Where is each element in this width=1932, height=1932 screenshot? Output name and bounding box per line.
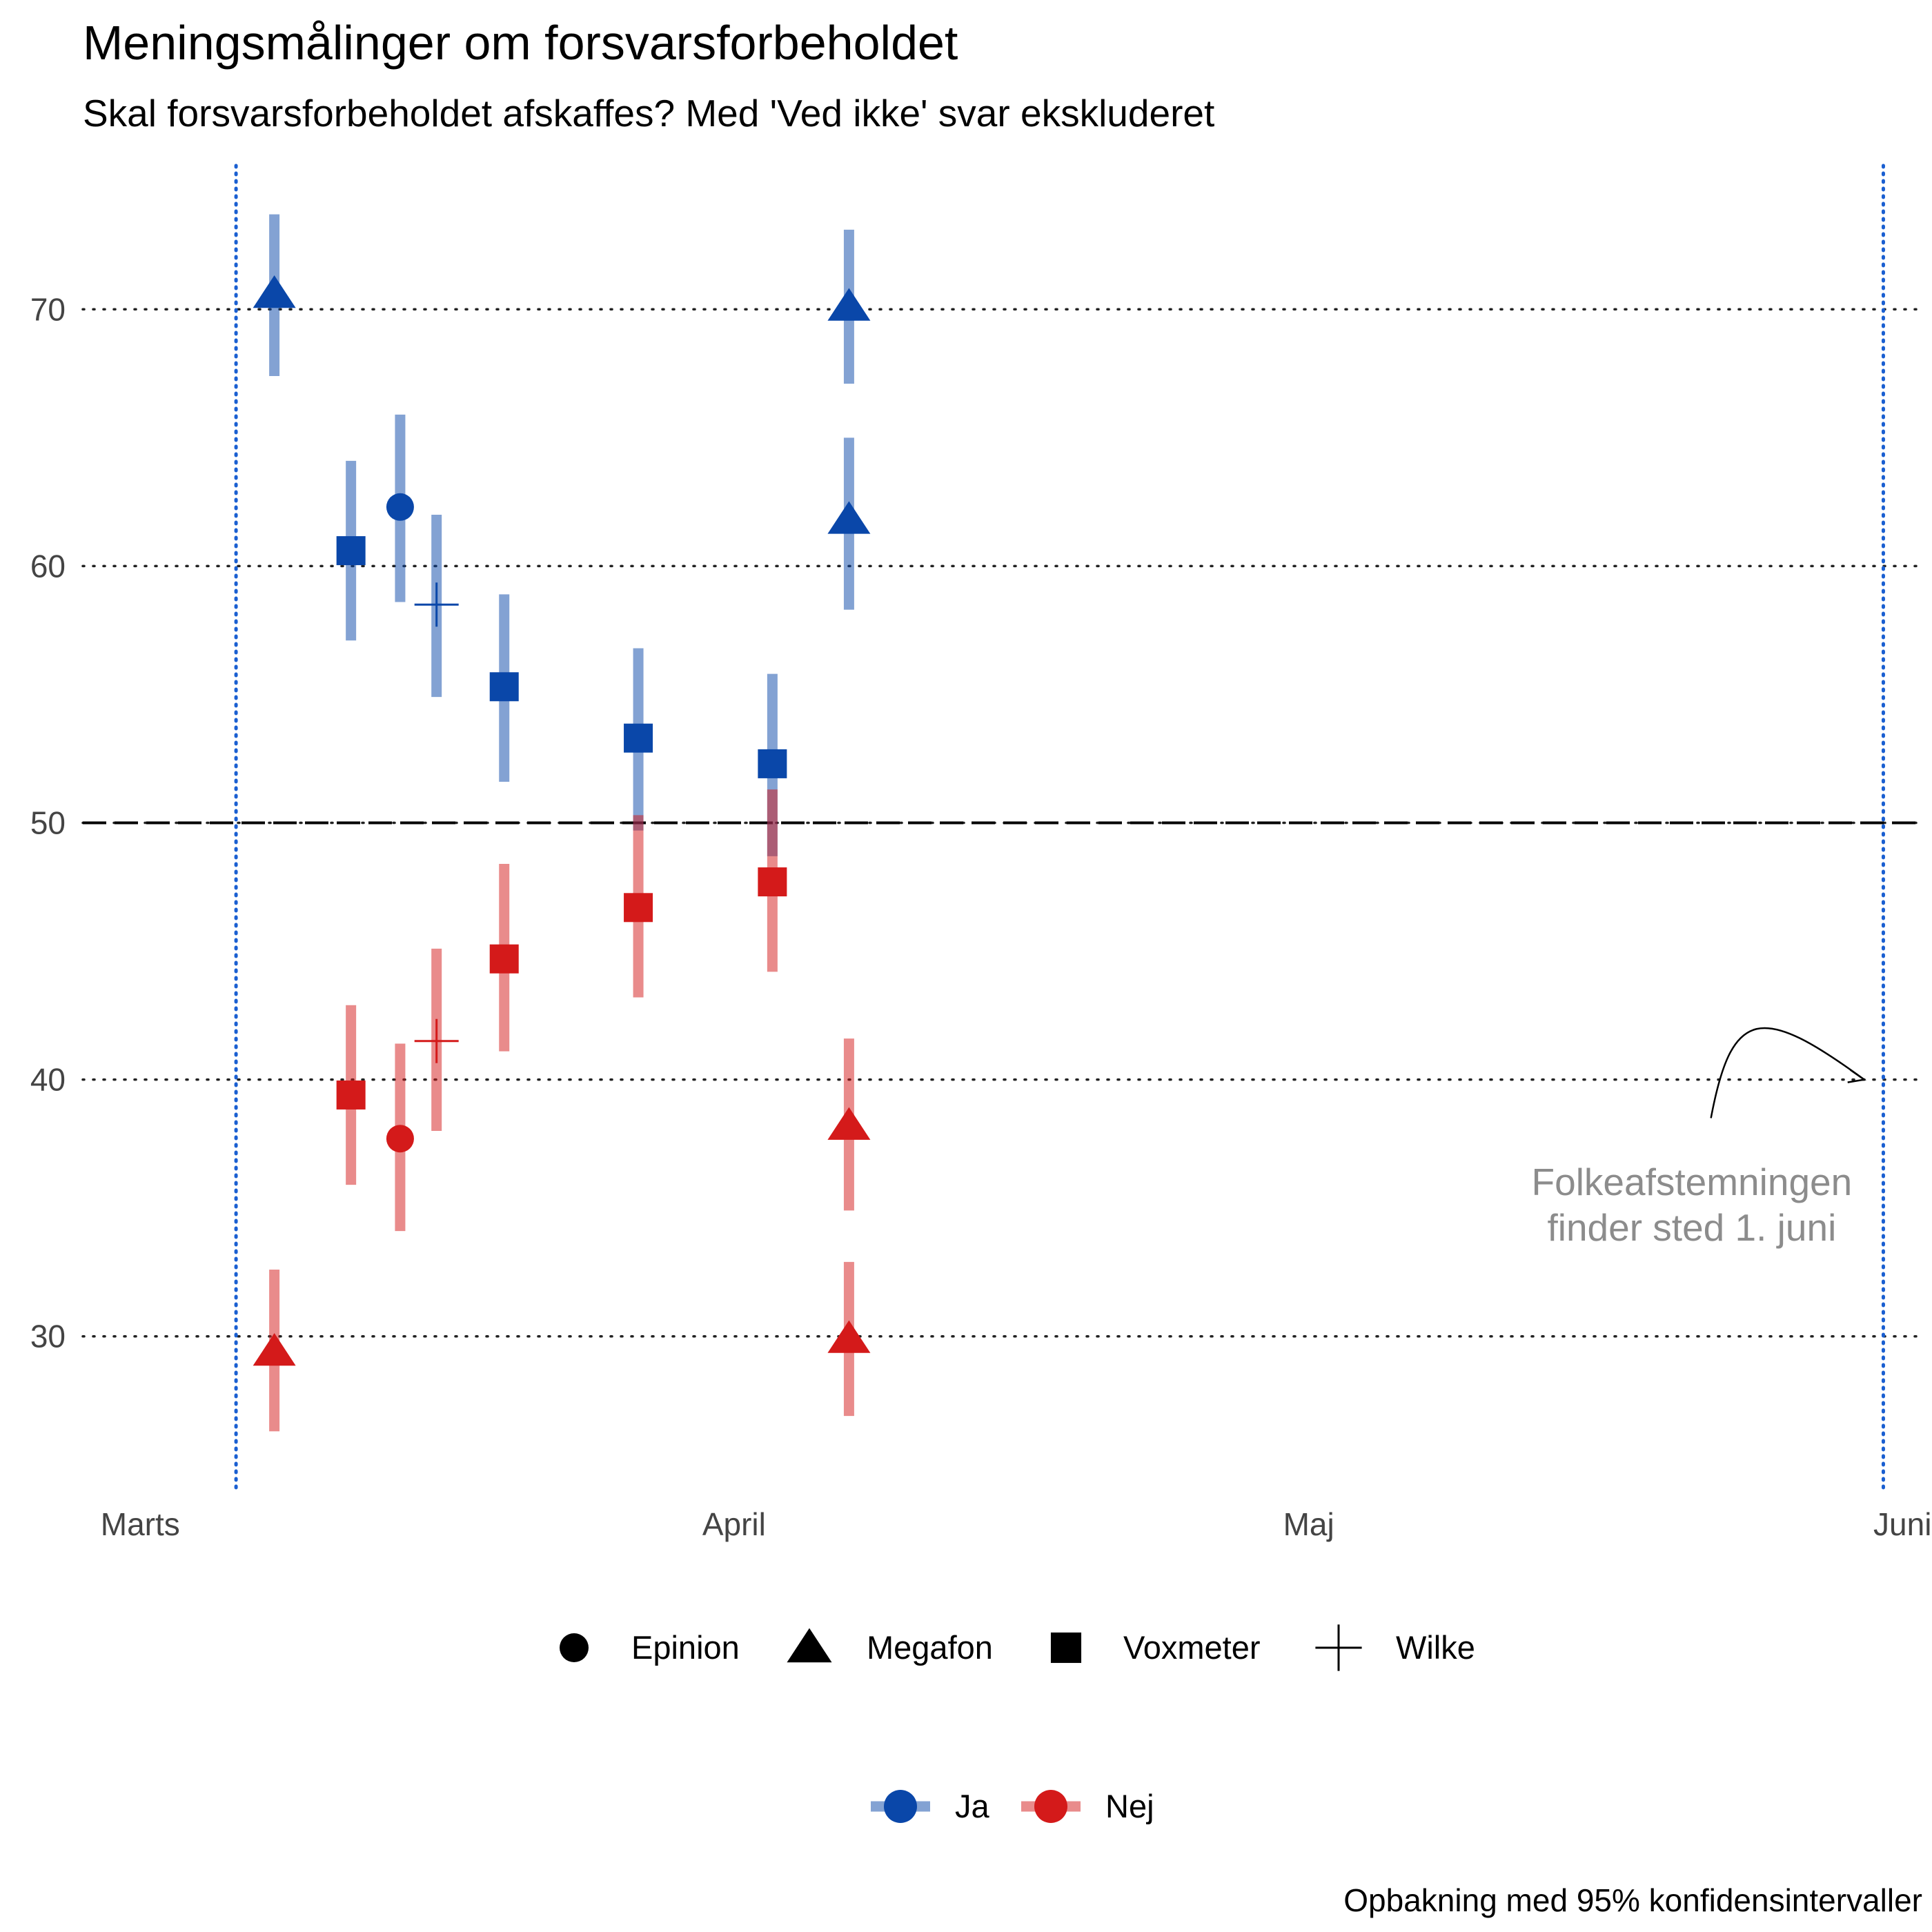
- x-tick-label: Juni: [1873, 1506, 1931, 1542]
- chart-title: Meningsmålinger om forsvarsforbeholdet: [83, 16, 958, 70]
- point-nej-voxmeter: [624, 893, 653, 923]
- legend-ja-icon: [884, 1790, 917, 1823]
- y-tick-label: 50: [30, 805, 66, 841]
- legend-label: Epinion: [631, 1629, 740, 1666]
- point-ja-megafon: [827, 288, 871, 321]
- x-tick-label: Marts: [101, 1506, 180, 1542]
- point-ja-megafon: [253, 275, 296, 308]
- legend-epinion-icon: [560, 1633, 589, 1662]
- shape-legend-item: Epinion: [560, 1629, 740, 1666]
- point-ja-voxmeter: [336, 536, 366, 566]
- point-nej-megafon: [827, 1320, 871, 1353]
- point-ja-voxmeter: [489, 672, 519, 702]
- legend-megafon-icon: [787, 1628, 832, 1663]
- legend-label: Ja: [955, 1788, 990, 1824]
- point-nej-megafon: [827, 1107, 871, 1140]
- legend-label: Voxmeter: [1123, 1629, 1261, 1666]
- point-nej-wilke: [414, 1018, 459, 1063]
- point-ja-voxmeter: [758, 749, 787, 778]
- point-ja-voxmeter: [624, 723, 653, 753]
- legend-wilke-icon: [1315, 1624, 1362, 1671]
- point-ja-megafon: [827, 501, 871, 534]
- point-nej-voxmeter: [758, 867, 787, 897]
- shape-legend-item: Wilke: [1315, 1624, 1475, 1671]
- point-ja-wilke: [414, 582, 459, 627]
- shape-legend-item: Voxmeter: [1050, 1629, 1261, 1666]
- point-ja-epinion: [386, 493, 414, 521]
- point-nej-epinion: [386, 1125, 414, 1153]
- point-nej-voxmeter: [336, 1080, 366, 1110]
- y-tick-label: 60: [30, 548, 66, 584]
- y-tick-label: 70: [30, 291, 66, 327]
- annotation-arrowhead: [1847, 1069, 1866, 1083]
- legend-label: Wilke: [1396, 1629, 1475, 1666]
- legend-nej-icon: [1034, 1790, 1067, 1823]
- x-tick-label: April: [702, 1506, 766, 1542]
- annotation-text: finder sted 1. juni: [1547, 1206, 1836, 1249]
- y-tick-label: 40: [30, 1062, 66, 1098]
- annotation-arrow: [1710, 1027, 1865, 1118]
- annotation-text: Folkeafstemningen: [1532, 1161, 1853, 1203]
- x-tick-label: Maj: [1283, 1506, 1334, 1542]
- color-legend-item: Nej: [1021, 1788, 1154, 1824]
- chart-caption: Opbakning med 95% konfidensintervaller: [1343, 1882, 1922, 1918]
- legend-label: Nej: [1105, 1788, 1154, 1824]
- chart-subtitle: Skal forsvarsforbeholdet afskaffes? Med …: [83, 92, 1215, 135]
- color-legend-item: Ja: [871, 1788, 990, 1824]
- legend-label: Megafon: [867, 1629, 993, 1666]
- shape-legend-item: Megafon: [787, 1628, 993, 1666]
- legend-voxmeter-icon: [1050, 1632, 1082, 1664]
- y-tick-label: 30: [30, 1319, 66, 1354]
- point-nej-voxmeter: [489, 944, 519, 974]
- point-nej-megafon: [253, 1333, 296, 1366]
